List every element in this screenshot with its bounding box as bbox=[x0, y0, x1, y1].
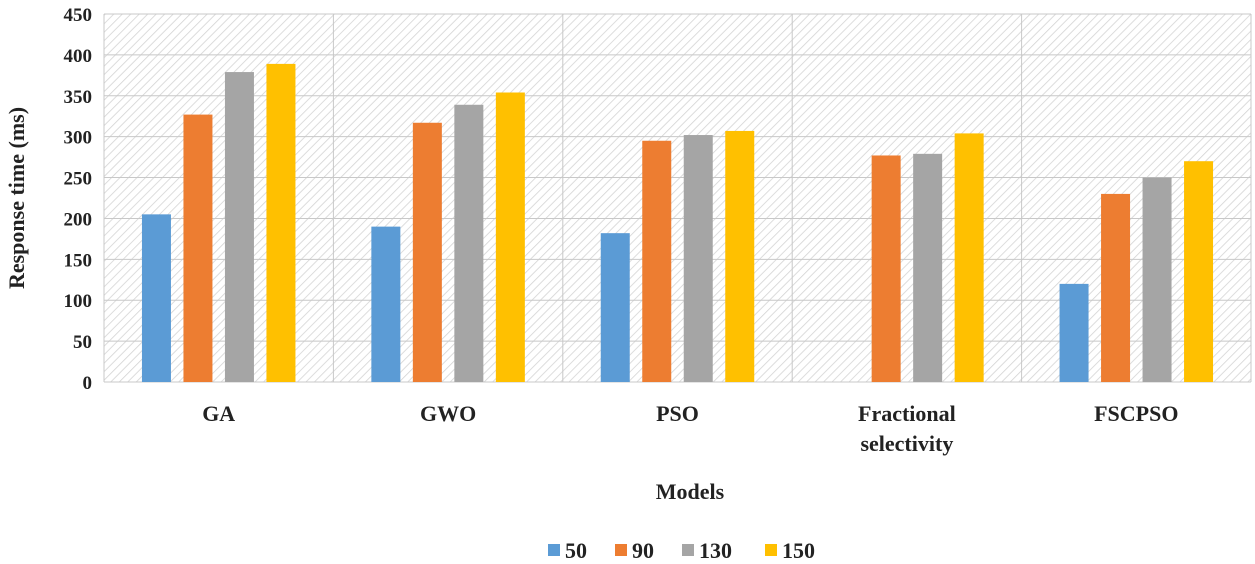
x-axis-categories: GA GWO PSO Fractional selectivity FSCPSO bbox=[202, 401, 1178, 456]
bar-series-150 bbox=[495, 92, 525, 383]
y-tick-label: 350 bbox=[64, 87, 93, 108]
bar-series-130 bbox=[454, 104, 484, 383]
bar-series-50 bbox=[600, 233, 630, 382]
legend-label: 90 bbox=[632, 538, 654, 563]
legend-label: 50 bbox=[565, 538, 587, 563]
bar-series-50 bbox=[1059, 283, 1089, 382]
y-tick-label: 300 bbox=[64, 128, 93, 149]
bar-series-90 bbox=[183, 114, 213, 382]
y-tick-label: 0 bbox=[83, 373, 93, 394]
x-axis-title: Models bbox=[656, 479, 725, 504]
y-tick-label: 400 bbox=[64, 46, 93, 67]
y-axis-ticks: 0 50 100 150 200 250 300 350 400 450 bbox=[64, 5, 93, 394]
bar-series-150 bbox=[266, 63, 296, 382]
bar-series-50 bbox=[371, 226, 401, 382]
legend-swatch bbox=[765, 544, 777, 556]
bar-series-150 bbox=[954, 133, 984, 382]
bar-series-130 bbox=[1142, 177, 1172, 382]
legend-label: 130 bbox=[699, 538, 732, 563]
bar-series-150 bbox=[1184, 161, 1214, 382]
legend-swatch bbox=[615, 544, 627, 556]
bar-series-90 bbox=[642, 140, 672, 382]
y-tick-label: 450 bbox=[64, 5, 93, 26]
x-category-label: GWO bbox=[420, 401, 476, 426]
bar-series-130 bbox=[683, 135, 713, 382]
y-tick-label: 100 bbox=[64, 291, 93, 312]
legend-label: 150 bbox=[782, 538, 815, 563]
bar-series-130 bbox=[224, 72, 254, 382]
bar-series-90 bbox=[871, 155, 901, 382]
bar-series-130 bbox=[913, 153, 943, 382]
bar-series-50 bbox=[141, 214, 171, 382]
bar-series-90 bbox=[1101, 193, 1131, 382]
bar-series-150 bbox=[725, 130, 755, 382]
x-category-label: FSCPSO bbox=[1094, 401, 1178, 426]
legend: 50 90 130 150 bbox=[548, 538, 815, 563]
legend-swatch bbox=[548, 544, 560, 556]
x-category-label: PSO bbox=[656, 401, 699, 426]
y-tick-label: 250 bbox=[64, 169, 93, 190]
x-category-label: Fractional bbox=[858, 401, 956, 426]
bar-series-90 bbox=[412, 122, 442, 383]
y-tick-label: 150 bbox=[64, 250, 93, 271]
y-tick-label: 50 bbox=[73, 332, 92, 353]
bars bbox=[141, 63, 1214, 383]
x-category-label: selectivity bbox=[860, 431, 953, 456]
x-category-label: GA bbox=[202, 401, 235, 426]
legend-swatch bbox=[682, 544, 694, 556]
y-tick-label: 200 bbox=[64, 209, 93, 230]
y-axis-title: Response time (ms) bbox=[4, 107, 29, 289]
